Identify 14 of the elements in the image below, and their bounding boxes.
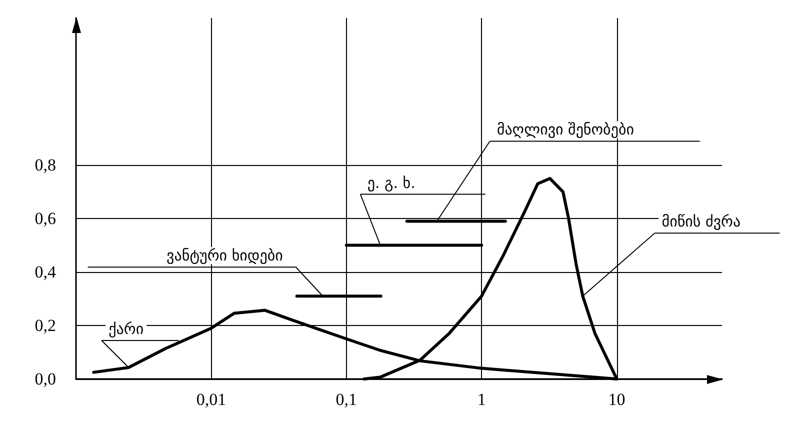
x-tick-label: 10 bbox=[608, 390, 626, 409]
x-tick-label: 1 bbox=[477, 390, 486, 409]
y-tick-label: 0,2 bbox=[34, 316, 56, 336]
y-tick-label: 0,0 bbox=[34, 370, 56, 388]
series-label: ქარი bbox=[108, 320, 144, 338]
text: მაღლივი შენობები bbox=[496, 120, 634, 139]
x-tick-label: 0,1 bbox=[336, 390, 358, 409]
text: ვანტური ხიდები bbox=[166, 246, 284, 265]
y-tick-label: 0,4 bbox=[34, 262, 56, 282]
text: ე. გ. ხ. bbox=[367, 174, 416, 192]
y-tick-label: 0,8 bbox=[34, 156, 56, 175]
x-tick-label: 0,01 bbox=[196, 390, 226, 409]
text: მიწის ძვრა bbox=[662, 212, 741, 231]
y-tick-label: 0,6 bbox=[34, 209, 56, 228]
